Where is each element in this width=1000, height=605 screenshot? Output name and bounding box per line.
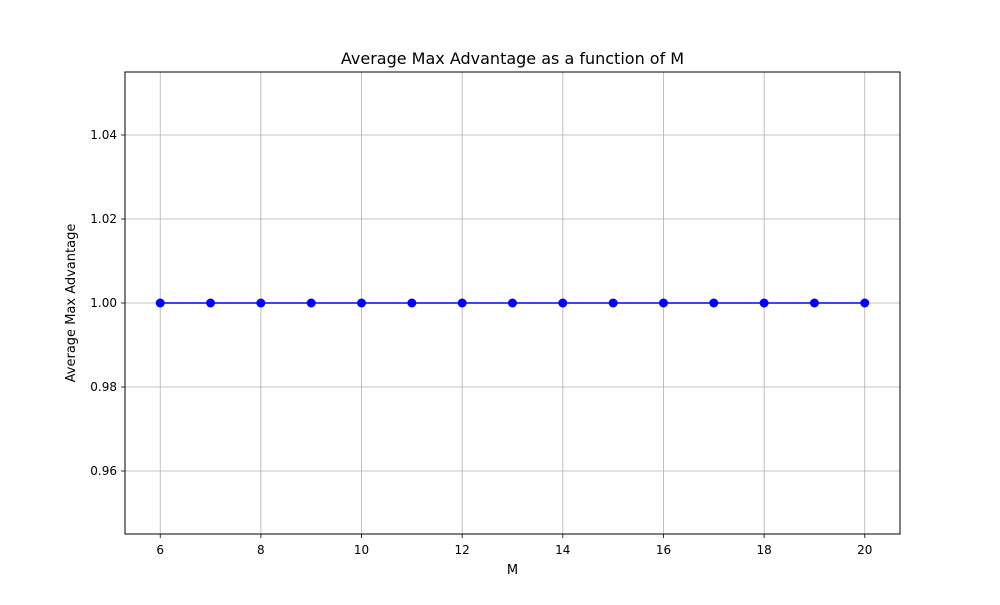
data-point bbox=[306, 298, 316, 308]
data-point bbox=[155, 298, 165, 308]
series-layer bbox=[155, 298, 870, 308]
x-tick-label: 6 bbox=[156, 543, 164, 557]
x-tick-label: 16 bbox=[656, 543, 671, 557]
y-tick-label: 0.98 bbox=[90, 380, 117, 394]
data-point bbox=[809, 298, 819, 308]
data-point bbox=[558, 298, 568, 308]
x-tick-label: 10 bbox=[354, 543, 369, 557]
data-point bbox=[256, 298, 266, 308]
data-point bbox=[709, 298, 719, 308]
data-point bbox=[357, 298, 367, 308]
data-point bbox=[608, 298, 618, 308]
x-tick-label: 18 bbox=[756, 543, 771, 557]
ticks: 6 8 10 12 14 16 18 20 0.96 0.98 1.00 1.02 1.04 bbox=[90, 128, 872, 557]
x-tick-label: 14 bbox=[555, 543, 570, 557]
x-tick-label: 8 bbox=[257, 543, 265, 557]
data-point bbox=[407, 298, 417, 308]
y-tick-label: 1.02 bbox=[90, 212, 117, 226]
data-point bbox=[508, 298, 517, 308]
data-point bbox=[860, 298, 870, 308]
data-point bbox=[457, 298, 467, 308]
data-point bbox=[206, 298, 216, 308]
x-axis-label: M bbox=[507, 563, 518, 578]
x-tick-label: 12 bbox=[455, 543, 470, 557]
x-tick-label: 20 bbox=[857, 543, 872, 557]
y-tick-label: 0.96 bbox=[90, 464, 117, 478]
chart-title: Average Max Advantage as a function of M bbox=[341, 49, 684, 68]
y-tick-label: 1.00 bbox=[90, 296, 117, 310]
y-tick-label: 1.04 bbox=[90, 128, 117, 142]
data-point bbox=[658, 298, 668, 308]
y-axis-label: Average Max Advantage bbox=[64, 224, 79, 383]
data-point bbox=[759, 298, 769, 308]
